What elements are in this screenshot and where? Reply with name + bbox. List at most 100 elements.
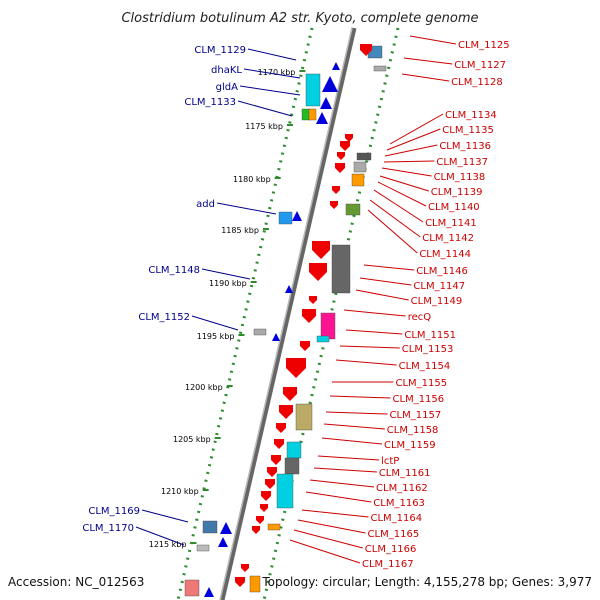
right-label-leader [359,277,412,286]
right-label-leader [325,411,388,415]
right-gene-label[interactable]: CLM_1161 [379,468,431,479]
left-gene-label[interactable]: CLM_1148 [148,265,200,276]
right-label-leader [369,199,421,238]
left-gene-label[interactable]: CLM_1169 [88,506,140,517]
reverse-gene-arrow [286,358,306,378]
right-label-leader [313,467,377,473]
forward-gene-arrow [320,97,332,109]
right-gene-label[interactable]: CLM_1157 [390,410,442,421]
reverse-gene-arrow [332,186,340,194]
right-gene-label[interactable]: CLM_1166 [365,544,417,555]
left-gene-label[interactable]: dhaKL [211,65,242,76]
right-gene-label[interactable]: CLM_1164 [371,513,423,524]
right-label-leader [321,437,383,445]
forward-gene-arrow [322,76,338,92]
left-label-leader [243,68,301,79]
gene-block [301,108,311,121]
right-gene-label[interactable]: recQ [408,312,432,323]
right-gene-label[interactable]: CLM_1144 [419,249,471,260]
reverse-gene-arrow [260,504,268,512]
gene-block [353,161,367,173]
right-gene-label[interactable]: CLM_1162 [376,483,428,494]
right-gene-label[interactable]: CLM_1127 [454,60,506,71]
gene-block [284,457,300,475]
reverse-gene-arrow [312,241,330,259]
right-gene-label[interactable]: CLM_1151 [404,330,456,341]
right-gene-label[interactable]: CLM_1139 [431,187,483,198]
left-label-leader [216,202,277,215]
right-label-leader [289,539,361,564]
gene-block [345,203,361,216]
gene-block [184,579,200,597]
right-gene-label[interactable]: CLM_1136 [439,141,491,152]
left-gene-label[interactable]: CLM_1152 [138,312,190,323]
reverse-gene-arrow [265,479,275,489]
gene-block [305,73,321,107]
right-label-leader [389,113,444,145]
right-label-leader [383,160,435,163]
gene-block [267,523,281,531]
left-gene-label[interactable]: add [196,199,215,210]
right-gene-label[interactable]: CLM_1156 [393,394,445,405]
right-label-leader [335,359,397,366]
right-label-leader [355,289,409,301]
right-gene-label[interactable]: CLM_1153 [402,344,454,355]
right-gene-label[interactable]: CLM_1146 [416,266,468,277]
gene-block [249,575,261,593]
right-gene-label[interactable]: CLM_1149 [411,296,463,307]
right-label-leader [377,181,427,207]
right-gene-label[interactable]: CLM_1140 [428,202,480,213]
right-label-leader [317,455,380,461]
forward-gene-arrow [220,522,232,534]
right-label-leader [297,519,366,534]
kbp-tick-label: 1180 kbp [233,175,271,184]
right-gene-label[interactable]: CLM_1165 [368,529,420,540]
right-label-leader [381,167,432,177]
left-gene-label[interactable]: CLM_1133 [184,97,236,108]
right-label-leader [384,144,438,157]
left-gene-label[interactable]: gldA [216,82,238,93]
reverse-gene-arrow [256,516,264,524]
kbp-tick-label: 1205 kbp [173,435,211,444]
right-label-leader [323,423,385,430]
forward-gene-arrow [272,333,280,341]
right-gene-label[interactable]: CLM_1154 [399,361,451,372]
right-gene-label[interactable]: CLM_1134 [445,110,497,121]
right-gene-label[interactable]: CLM_1128 [451,77,503,88]
right-gene-label[interactable]: CLM_1135 [442,125,494,136]
right-gene-label[interactable]: CLM_1158 [387,425,439,436]
topology-text: Topology: circular; Length: 4,155,278 bp… [261,575,592,589]
right-gene-label[interactable]: CLM_1155 [395,378,447,389]
right-gene-label[interactable]: CLM_1147 [413,281,465,292]
right-gene-label[interactable]: CLM_1125 [458,40,510,51]
left-gene-label[interactable]: CLM_1170 [82,523,134,534]
right-gene-label[interactable]: CLM_1163 [373,498,425,509]
right-gene-label[interactable]: CLM_1141 [425,218,477,229]
left-gene-label[interactable]: CLM_1129 [194,45,246,56]
right-label-leader [339,345,400,349]
reverse-gene-arrow [330,201,338,209]
gene-block [356,152,372,161]
kbp-tick-label: 1195 kbp [197,332,235,341]
right-gene-label[interactable]: CLM_1159 [384,440,436,451]
right-gene-label[interactable]: CLM_1137 [436,157,488,168]
kbp-tick-label: 1210 kbp [161,487,199,496]
right-gene-label[interactable]: CLM_1142 [422,233,474,244]
kbp-tick-label: 1190 kbp [209,279,247,288]
reverse-gene-arrow [283,387,297,401]
genome-backbone-highlight [219,27,353,600]
left-label-leader [239,85,301,96]
right-gene-label[interactable]: lctP [381,456,399,467]
left-label-leader [141,509,189,523]
forward-gene-arrow [332,62,340,70]
gene-block [373,65,387,72]
left-track [176,27,314,600]
gene-block [308,108,317,121]
gene-block [295,403,313,431]
right-gene-label[interactable]: CLM_1138 [434,172,486,183]
reverse-gene-arrow [337,152,345,160]
right-label-leader [305,491,372,503]
right-gene-label[interactable]: CLM_1167 [362,559,414,570]
